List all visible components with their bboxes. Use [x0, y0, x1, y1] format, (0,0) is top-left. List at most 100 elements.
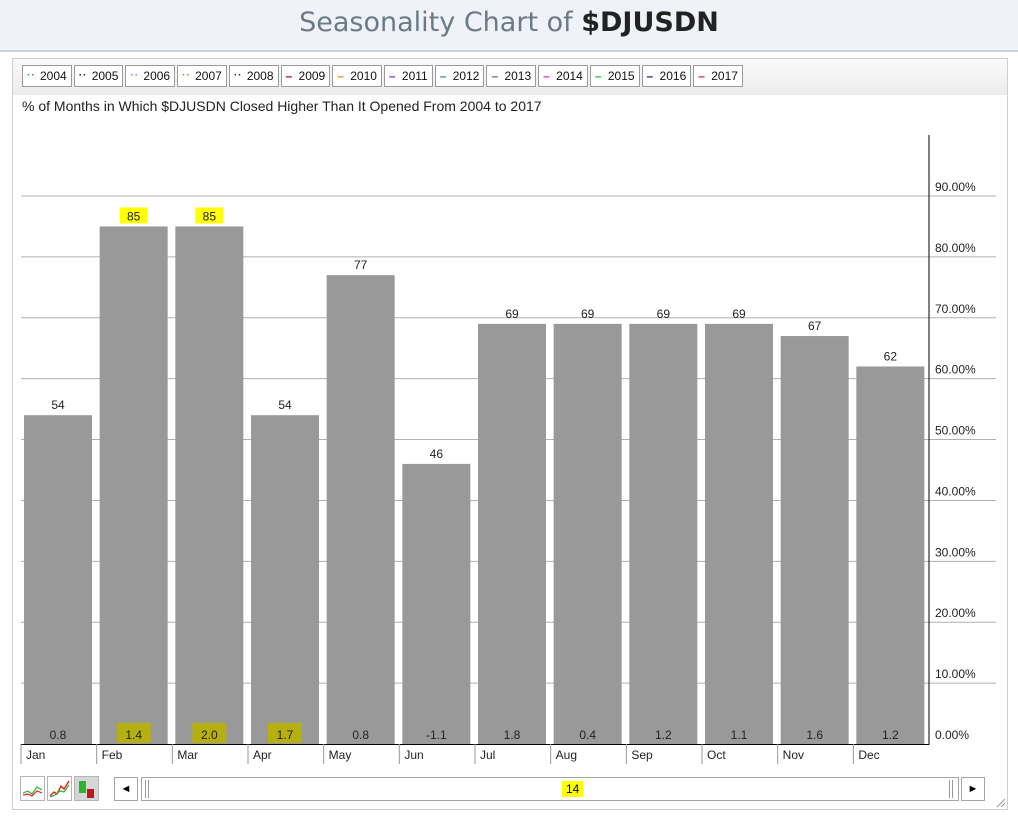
y-tick-label: 30.00%	[935, 545, 976, 559]
scroll-left-button[interactable]: ◄	[114, 777, 138, 801]
bar-value-label: 85	[203, 209, 217, 223]
change-highlight	[268, 723, 302, 743]
legend-label: 2010	[350, 69, 377, 83]
legend-swatch: –	[543, 69, 550, 83]
bar-value-label: 46	[430, 447, 444, 461]
x-tick-label: Apr	[253, 748, 272, 762]
avg-change-label: 0.4	[579, 728, 596, 742]
bar-value-label: 85	[127, 209, 141, 223]
legend-item-2011[interactable]: –2011	[383, 65, 433, 87]
scroll-start-handle[interactable]	[145, 780, 149, 798]
legend-swatch: –	[439, 69, 447, 83]
avg-change-label: 1.4	[125, 728, 142, 742]
legend-swatch: –	[698, 69, 705, 83]
scroll-right-button[interactable]: ►	[961, 777, 985, 801]
chart-type-switcher	[20, 776, 99, 801]
avg-change-label: -1.1	[426, 728, 447, 742]
legend-swatch: –	[646, 69, 654, 83]
x-tick-label: Dec	[858, 748, 879, 762]
x-tick-label: Jun	[404, 748, 423, 762]
avg-change-label: 1.6	[806, 728, 823, 742]
y-tick-label: 40.00%	[935, 484, 976, 498]
avg-change-label: 1.7	[277, 728, 294, 742]
performance-chart-icon[interactable]	[47, 776, 72, 801]
resize-grip-icon[interactable]	[996, 798, 1006, 808]
legend-label: 2014	[556, 69, 583, 83]
scroll-track[interactable]: 14	[141, 777, 959, 801]
bar-chart-icon[interactable]	[74, 776, 99, 801]
legend-label: 2004	[40, 69, 67, 83]
bar	[24, 415, 92, 744]
legend-item-2005[interactable]: ·· 2005	[73, 65, 124, 87]
x-tick-label: Aug	[556, 748, 577, 762]
legend-item-2012[interactable]: –2012	[434, 65, 485, 87]
scroll-end-handle[interactable]	[949, 780, 953, 798]
year-legend: ·· 2004 ·· 2005 ·· 2006 ·· 2007 ·· 2008–2009–2010…	[22, 65, 743, 87]
x-tick-label: May	[329, 748, 352, 762]
y-tick-label: 20.00%	[935, 606, 976, 620]
date-range-scrollbar[interactable]: ◄ 14 ►	[114, 777, 986, 802]
legend-item-2015[interactable]: –2015	[589, 65, 640, 87]
page-title-symbol: $DJUSDN	[581, 7, 719, 38]
bar	[780, 336, 849, 744]
y-tick-label: 70.00%	[935, 302, 976, 316]
bar	[402, 463, 471, 744]
legend-item-2010[interactable]: –2010	[332, 65, 382, 87]
legend-item-2017[interactable]: –2017	[693, 65, 743, 87]
legend-swatch: –	[491, 69, 499, 83]
years-count-label: 14	[562, 781, 584, 797]
legend-item-2009[interactable]: –2009	[280, 65, 331, 87]
bar	[856, 366, 925, 744]
x-tick-label: Jul	[480, 748, 495, 762]
bar-value-label: 69	[505, 307, 519, 321]
bar	[553, 323, 622, 744]
legend-label: 2016	[659, 69, 687, 83]
bar	[629, 323, 698, 744]
legend-label: 2008	[246, 69, 274, 83]
x-tick-label: Nov	[783, 748, 804, 762]
bar	[326, 275, 395, 744]
y-tick-label: 10.00%	[935, 667, 976, 681]
legend-label: 2012	[452, 69, 480, 83]
legend-item-2007[interactable]: ·· 2007	[177, 65, 227, 87]
legend-item-2004[interactable]: ·· 2004	[22, 65, 72, 87]
avg-change-label: 1.2	[882, 728, 899, 742]
value-highlight	[119, 207, 148, 224]
legend-swatch: ··	[27, 70, 36, 81]
legend-label: 2011	[401, 69, 428, 83]
page-title-prefix: Seasonality Chart of	[299, 7, 582, 38]
y-tick-label: 0.00%	[935, 728, 969, 742]
legend-swatch: ··	[78, 70, 88, 81]
bar-value-label: 62	[884, 349, 898, 363]
x-tick-label: Feb	[102, 748, 123, 762]
legend-item-2006[interactable]: ·· 2006	[125, 65, 176, 87]
legend-label: 2013	[504, 69, 532, 83]
legend-label: 2017	[711, 69, 738, 83]
legend-item-2013[interactable]: –2013	[486, 65, 537, 87]
bar-value-label: 77	[354, 258, 368, 272]
legend-item-2008[interactable]: ·· 2008	[228, 65, 279, 87]
avg-change-label: 1.2	[655, 728, 672, 742]
y-tick-label: 80.00%	[935, 241, 976, 255]
line-chart-icon[interactable]	[20, 776, 45, 801]
avg-change-label: 2.0	[201, 728, 218, 742]
legend-swatch: –	[337, 69, 344, 83]
bar-value-label: 69	[732, 307, 746, 321]
x-tick-label: Mar	[177, 748, 198, 762]
legend-label: 2015	[607, 69, 635, 83]
legend-item-2014[interactable]: –2014	[538, 65, 588, 87]
bar	[175, 226, 244, 744]
change-highlight	[192, 723, 227, 743]
avg-change-label: 0.8	[352, 728, 369, 742]
y-tick-label: 90.00%	[935, 180, 976, 194]
legend-label: 2009	[298, 69, 326, 83]
legend-item-2016[interactable]: –2016	[641, 65, 692, 87]
legend-label: 2007	[195, 69, 222, 83]
avg-change-label: 1.1	[731, 728, 748, 742]
legend-swatch: ··	[233, 70, 243, 81]
avg-change-label: 0.8	[50, 728, 67, 742]
x-tick-label: Oct	[707, 748, 726, 762]
legend-swatch: –	[388, 69, 396, 83]
x-tick-label: Jan	[26, 748, 45, 762]
